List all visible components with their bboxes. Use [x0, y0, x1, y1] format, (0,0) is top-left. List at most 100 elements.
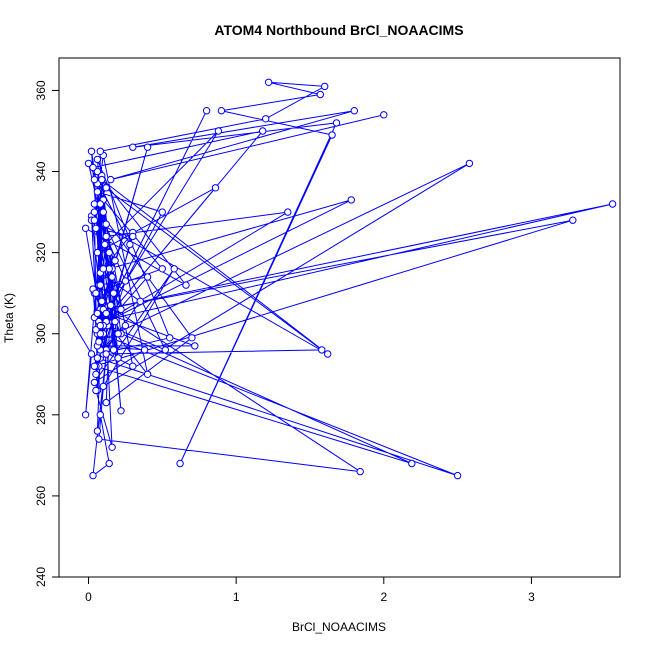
data-point — [92, 326, 100, 334]
data-point — [214, 127, 223, 135]
data-point — [182, 281, 190, 289]
data-point — [87, 350, 96, 358]
data-point — [93, 354, 102, 362]
data-point — [453, 471, 462, 480]
data-point — [99, 208, 108, 216]
data-point — [166, 334, 174, 342]
data-point — [81, 224, 90, 233]
data-point — [105, 248, 113, 257]
data-point — [102, 184, 110, 192]
data-point — [121, 321, 130, 330]
y-tick-label: 360 — [34, 80, 48, 100]
data-point — [95, 338, 103, 346]
y-axis: 240 260 280 300 320 340 360 — [34, 80, 59, 587]
x-tick-label: 1 — [233, 590, 240, 604]
data-point — [569, 216, 577, 224]
data-point — [143, 143, 152, 151]
data-point — [81, 411, 90, 419]
chart-title: ATOM4 Northbound BrCl_NOAACIMS — [214, 22, 463, 38]
data-point — [211, 184, 220, 192]
data-point — [98, 297, 106, 305]
data-point — [102, 350, 110, 358]
data-point — [107, 175, 115, 184]
data-point — [108, 443, 116, 451]
data-point — [92, 386, 100, 395]
data-point — [109, 289, 118, 297]
y-tick-label: 260 — [34, 486, 48, 506]
data-point — [90, 208, 99, 216]
x-axis-label: BrCl_NOAACIMS — [292, 620, 386, 634]
data-point — [114, 330, 122, 338]
data-point — [129, 232, 137, 241]
data-point — [321, 82, 329, 91]
data-point — [87, 147, 96, 156]
data-point — [188, 334, 196, 342]
data-point — [284, 208, 292, 216]
data-point — [92, 370, 100, 378]
data-point — [93, 427, 102, 435]
data-point — [98, 175, 106, 184]
data-point — [92, 224, 100, 233]
y-tick-label: 240 — [34, 567, 48, 587]
data-point — [143, 273, 152, 281]
data-point — [347, 196, 355, 204]
data-point — [102, 309, 110, 318]
x-tick-label: 0 — [85, 590, 92, 604]
y-tick-label: 340 — [34, 161, 48, 181]
data-point — [129, 143, 137, 151]
data-point — [96, 147, 105, 156]
data-point — [264, 78, 273, 87]
data-point — [129, 362, 137, 370]
y-tick-label: 320 — [34, 242, 48, 262]
data-point — [608, 200, 617, 208]
data-point — [332, 119, 341, 127]
data-point — [262, 115, 270, 123]
data-point — [158, 208, 167, 216]
data-point — [90, 378, 99, 387]
data-point — [111, 317, 119, 326]
series-points — [61, 78, 617, 480]
data-point — [107, 301, 115, 309]
data-point — [93, 155, 102, 164]
data-point — [90, 216, 99, 224]
y-tick-label: 280 — [34, 404, 48, 424]
data-point — [117, 407, 125, 415]
data-point — [93, 309, 102, 318]
data-point — [111, 257, 119, 265]
data-point — [89, 471, 97, 480]
x-axis: 0 1 2 3 — [85, 577, 535, 604]
data-point — [90, 175, 99, 184]
data-point — [108, 273, 116, 281]
data-point — [89, 163, 97, 172]
data-point — [202, 107, 211, 115]
data-point — [259, 127, 267, 135]
data-point — [328, 131, 336, 139]
data-point — [161, 346, 170, 354]
data-point — [92, 289, 100, 297]
data-point — [102, 220, 110, 228]
plot-frame — [58, 57, 621, 578]
data-point — [408, 459, 416, 468]
data-point — [93, 248, 102, 257]
data-point — [84, 159, 93, 168]
y-axis-label: Theta (K) — [2, 293, 16, 343]
data-point — [99, 265, 108, 273]
x-tick-label: 2 — [380, 590, 387, 604]
data-point — [465, 159, 474, 168]
data-point — [93, 188, 102, 196]
data-point — [136, 297, 144, 305]
data-point — [170, 265, 178, 273]
data-point — [96, 281, 105, 289]
data-point — [217, 107, 226, 115]
data-point — [61, 305, 69, 314]
data-point — [101, 240, 109, 249]
y-tick-label: 300 — [34, 323, 48, 343]
data-point — [324, 350, 332, 358]
data-point — [121, 277, 130, 285]
data-point — [102, 232, 110, 241]
data-point — [176, 459, 184, 468]
data-point — [96, 200, 105, 208]
data-point — [143, 370, 152, 378]
data-point — [114, 354, 122, 362]
data-point — [126, 240, 134, 249]
